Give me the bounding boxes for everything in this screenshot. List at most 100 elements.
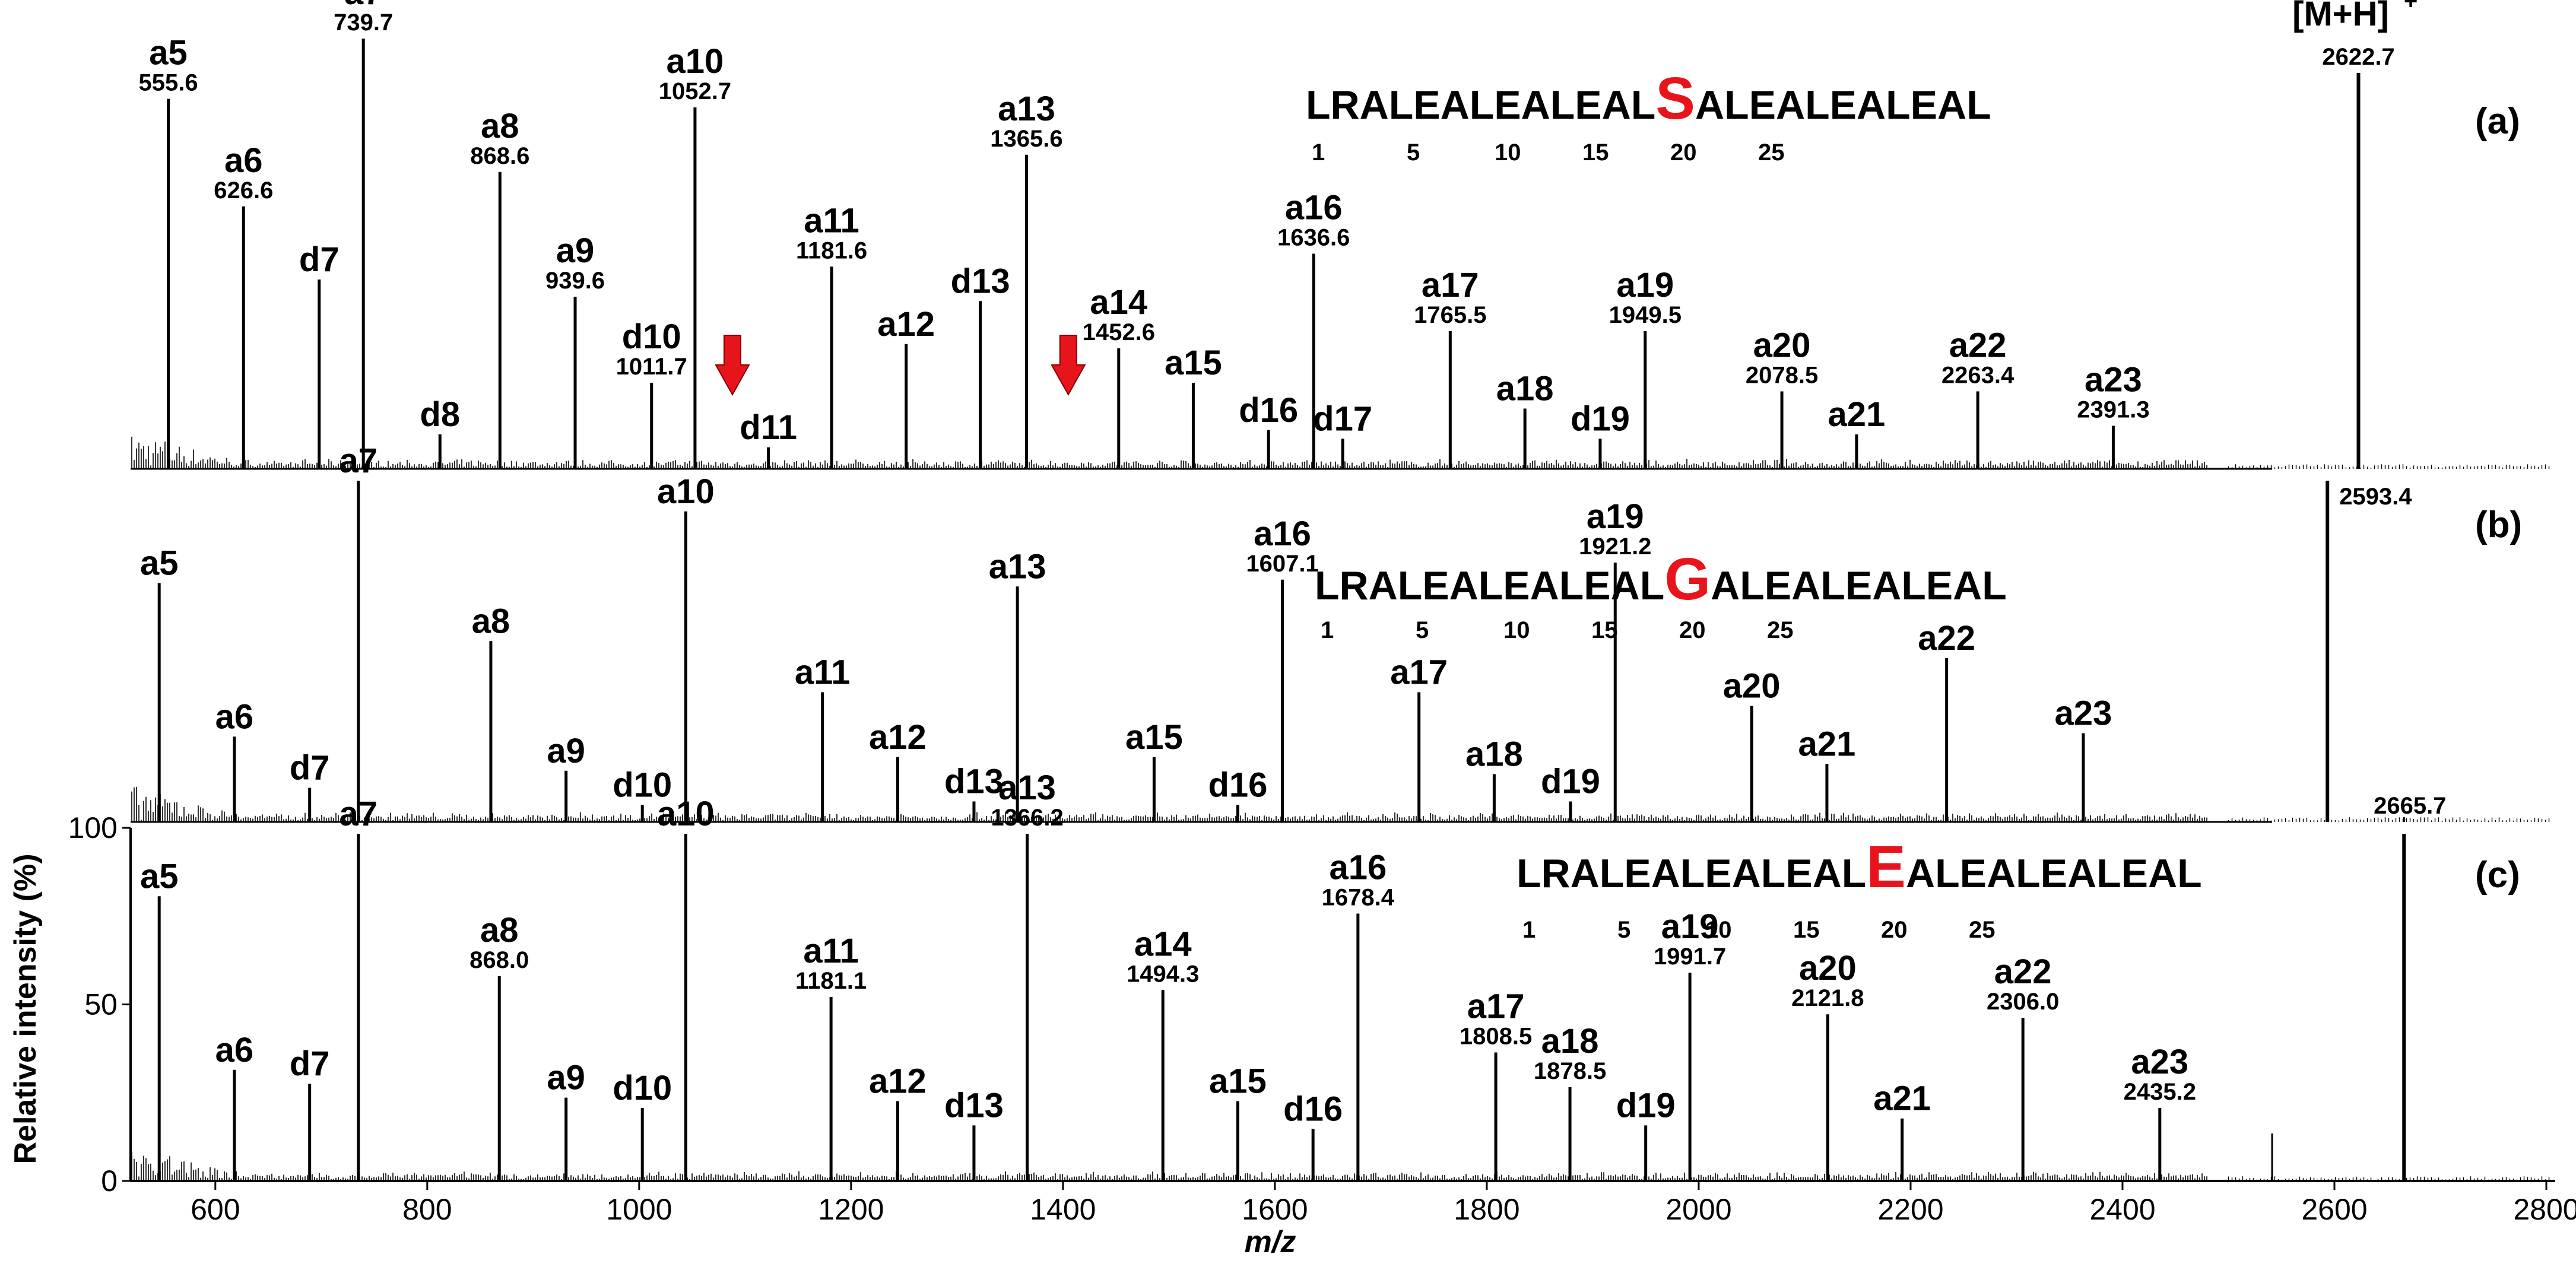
peak-ion-label: a15 — [1125, 718, 1183, 757]
precursor-region-noise — [2228, 464, 2550, 469]
peak-ion-label: a10 — [657, 795, 715, 833]
sequence-prefix: LRALEALEALEAL — [1306, 82, 1655, 128]
x-tick-label: 2200 — [1877, 1193, 1943, 1226]
sequence-position-number: 10 — [1705, 917, 1732, 943]
peak-ion-label: a23 — [2131, 1043, 2188, 1081]
peptide-sequence: LRALEALEALEALGALEALEALEAL — [1315, 546, 2007, 612]
peak-ion-label: a20 — [1753, 326, 1811, 365]
peptide-sequence: LRALEALEALEALEALEALEALEAL — [1517, 834, 2202, 900]
sequence-position-number: 20 — [1881, 917, 1908, 943]
peak-ion-label: a8 — [472, 602, 510, 640]
peak-ion-label: a12 — [869, 718, 927, 757]
peak-mz-label: 2435.2 — [2124, 1079, 2196, 1105]
peak-ion-label: a21 — [1873, 1079, 1931, 1118]
peak-ion-label: a10 — [657, 472, 715, 511]
sequence-suffix: ALEALEALEAL — [1906, 851, 2202, 896]
peak-ion-label: a5 — [140, 544, 179, 583]
peak-mz-label: 2306.0 — [1987, 989, 2059, 1015]
peak-ion-label: a17 — [1422, 266, 1479, 304]
x-tick-label: 2800 — [2513, 1193, 2576, 1226]
peak-ion-label: a21 — [1798, 725, 1856, 763]
peak-ion-label: d16 — [1208, 766, 1267, 804]
peak-mz-label: 1949.5 — [1609, 302, 1682, 328]
peak-ion-label: a18 — [1496, 370, 1554, 408]
red-arrow-icon — [1051, 335, 1086, 396]
peak-ion-label: d17 — [1313, 399, 1372, 438]
peak-ion-label: d10 — [622, 317, 681, 356]
peak-ion-label: a6 — [215, 697, 254, 736]
sequence-highlight-residue: S — [1655, 65, 1695, 132]
y-tick-label: 100 — [68, 811, 118, 844]
axes: 600 800 1000 1200 1400 1600 1800 2000 2200 2400 26… — [68, 468, 2576, 1226]
sequence-position-number: 15 — [1582, 139, 1609, 166]
peak-ion-label: d13 — [951, 262, 1010, 300]
panel-b: a5a6d7a7a8a9d10a10a11a12d13a13a15d161607… — [131, 442, 2550, 822]
peak-ion-label: a23 — [2085, 361, 2142, 399]
sequence-prefix: LRALEALEALEAL — [1517, 851, 1866, 896]
baseline-noise-trace — [131, 436, 2207, 469]
peak-ion-label: a12 — [869, 1062, 927, 1100]
peak-ion-label: a6 — [215, 1031, 254, 1069]
peak-mz-label: 1808.5 — [1460, 1024, 1532, 1050]
peak-ion-label: d16 — [1239, 391, 1298, 430]
minor-peak-label: 2665.7 — [2374, 793, 2446, 819]
spectra-panels: 555.6a5626.6a6d7739.7a7d8868.6a8939.6a91… — [131, 0, 2550, 1181]
peak-ion-label: a15 — [1165, 344, 1222, 382]
peak-ion-label: d16 — [1283, 1090, 1343, 1128]
peak-ion-label: a22 — [1994, 952, 2052, 991]
x-tick-label: 2400 — [2089, 1193, 2155, 1226]
peak-mz-label: 2391.3 — [2077, 397, 2149, 423]
peak-ion-label: a11 — [795, 653, 851, 692]
peak-mz-label: 739.7 — [334, 9, 393, 36]
peak-ion-label: d13 — [944, 1086, 1004, 1125]
baseline-noise-trace — [131, 786, 2207, 822]
peak-ion-label: a12 — [877, 305, 935, 344]
peak-mz-label: 2263.4 — [1941, 363, 2015, 389]
peak-mz-label: 1878.5 — [1534, 1058, 1606, 1084]
peak-ion-label: d19 — [1571, 399, 1630, 438]
peak-ion-label: a19 — [1616, 266, 1674, 304]
peak-ion-label: a8 — [480, 911, 519, 950]
panel-a: 555.6a5 626.6a6 d7 739.7a7 d8 868.6a8 939.6a9 1… — [131, 0, 2550, 469]
y-axis-label: Relative intensity (%) — [8, 853, 43, 1164]
peak-mz-label: 939.6 — [545, 268, 605, 294]
panel-label: (c) — [2475, 855, 2520, 896]
peak-ion-label: a20 — [1799, 949, 1857, 987]
x-tick-label: 600 — [191, 1193, 240, 1226]
peak-ion-label: d10 — [613, 1069, 672, 1107]
peak-ion-label: a18 — [1465, 735, 1523, 774]
sequence-position-number: 25 — [1969, 917, 1996, 943]
x-tick-label: 1600 — [1242, 1193, 1308, 1226]
peak-mz-label: 2078.5 — [1746, 363, 1818, 389]
peak-mz-label: 1365.6 — [990, 126, 1062, 152]
precursor-mz-label: 2593.4 — [2339, 484, 2412, 510]
peak-ion-label: a8 — [481, 107, 519, 145]
peak-ion-label: a21 — [1828, 395, 1886, 434]
peak-mz-label: 1765.5 — [1414, 302, 1486, 328]
peak-ion-label: a17 — [1467, 987, 1525, 1026]
peak-ion-label: a20 — [1723, 667, 1781, 706]
peak-ion-label: a9 — [547, 732, 585, 770]
peak-ion-label: a18 — [1541, 1022, 1599, 1060]
peak-ion-label: a16 — [1254, 515, 1311, 553]
peak-ion-label: a9 — [547, 1059, 585, 1097]
peak-ion-label: a14 — [1090, 283, 1147, 322]
peak-ion-label: d8 — [420, 395, 460, 434]
peak-ion-label: a5 — [140, 857, 179, 896]
peak-ion-label: a16 — [1285, 189, 1343, 227]
x-tick-label: 2600 — [2301, 1193, 2367, 1226]
peak-ion-label: a19 — [1661, 907, 1719, 946]
precursor-charge-superscript: + — [2404, 0, 2418, 14]
panel-label: (b) — [2475, 504, 2522, 545]
peak-ion-label: a23 — [2055, 694, 2112, 733]
peak-mz-label: 1181.1 — [795, 968, 867, 994]
peak-ion-label: a11 — [803, 932, 859, 970]
panel-label: (a) — [2475, 101, 2520, 142]
sequence-position-number: 10 — [1503, 617, 1530, 643]
peak-ion-label: a22 — [1949, 326, 2007, 365]
sequence-prefix: LRALEALEALEAL — [1315, 563, 1664, 608]
peak-ion-label: a14 — [1134, 925, 1192, 963]
peak-mz-label: 1052.7 — [659, 78, 731, 104]
peak-mz-label: 1921.2 — [1579, 534, 1651, 560]
peak-ion-label: d7 — [290, 749, 330, 787]
